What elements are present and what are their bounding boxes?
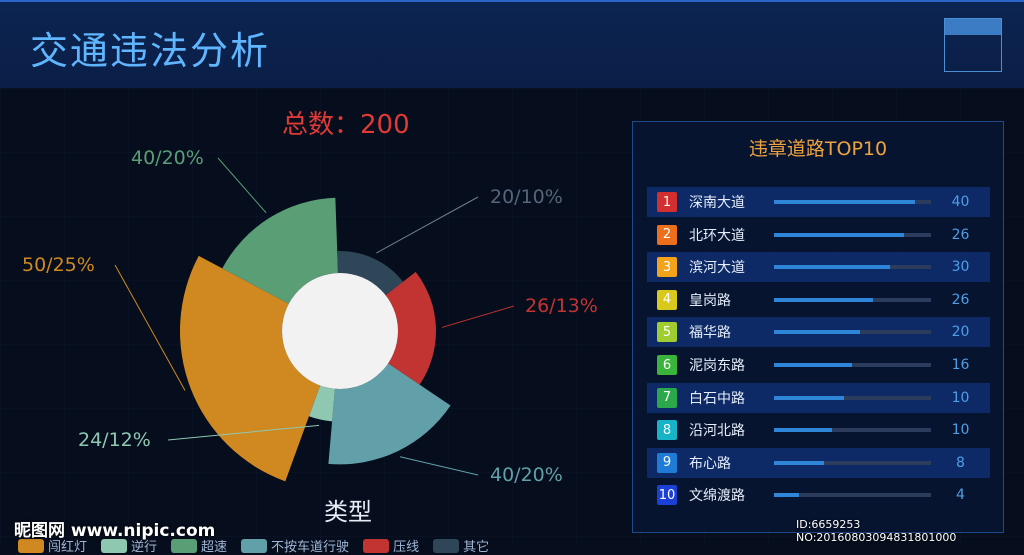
road-name: 沿河北路 [689,423,745,440]
slice-callout-line-1 [114,264,186,391]
rank-bar-fill [773,232,905,237]
rank-row[interactable]: 10 文绵渡路 4 [647,480,990,510]
rank-badge: 4 [657,289,677,310]
rank-value: 26 [951,291,970,308]
rank-badge: 9 [657,452,677,473]
watermark-id: ID:6659253 NO:20160803094831801000 [796,518,957,544]
slice-label-1: 50/25% [22,254,95,276]
rank-bar-fill [773,493,799,498]
rose-slice-3[interactable] [337,251,404,296]
chart-total: 总数：200 [282,110,410,140]
legend-item[interactable]: 压线 [363,536,419,555]
watermark-logo: 昵图网 www.nipic.com [14,521,216,541]
legend-item[interactable]: 不按车道行驶 [241,536,349,555]
rank-bar-fill [773,363,853,367]
road-name: 滨河大道 [689,260,745,277]
legend-item[interactable]: 其它 [433,536,489,555]
rank-row[interactable]: 1 深南大道 40 [647,187,990,217]
page-title: 交通违法分析 [30,29,271,73]
rank-bar-fill [773,395,845,400]
chart-center-hole [282,273,398,389]
road-name: 白石中路 [689,390,745,407]
slice-label-5: 40/20% [490,464,563,486]
rank-value: 10 [951,422,970,439]
rank-bar-track [773,330,931,335]
rank-row[interactable]: 3 滨河大道 30 [647,252,990,283]
chart-type-label: 类型 [324,498,372,526]
rank-badge: 1 [657,192,677,212]
legend-swatch [433,538,460,553]
rank-bar-fill [773,330,861,335]
rose-slice-5[interactable] [328,363,451,465]
slice-callout-line-4 [441,305,515,328]
legend-swatch [363,538,390,553]
legend-label: 其它 [463,540,490,555]
rose-slice-6[interactable] [308,385,335,422]
rank-bar-fill [773,200,916,204]
rank-row[interactable]: 8 沿河北路 10 [647,415,990,445]
rank-badge: 3 [657,257,677,278]
rank-badge: 6 [657,355,677,375]
rank-badge: 10 [657,485,677,506]
rank-badge: 5 [657,322,677,343]
rank-value: 10 [951,389,970,406]
header-widget[interactable] [944,18,1002,72]
top10-panel: 违章道路TOP10 1 深南大道 40 2 北环大道 26 3 滨河大道 30 4 皇岗路 26 5 福华… [632,121,1004,533]
rank-badge: 7 [657,387,677,408]
panel-title: 违章道路TOP10 [748,138,888,160]
rose-pie-chart: 50/25% 40/20% 20/10% 26/13% 40/20% 24/12% [22,147,598,486]
road-name: 深南大道 [689,195,745,211]
rank-value: 8 [956,454,965,471]
rose-slice-1[interactable] [179,255,321,482]
rank-bar-track [773,363,931,367]
rank-bar-track [773,493,931,498]
rank-row[interactable]: 2 北环大道 26 [647,220,990,250]
road-name: 布心路 [689,455,731,472]
rank-row[interactable]: 4 皇岗路 26 [647,285,990,315]
rank-badge: 2 [657,224,677,245]
rose-slice-4[interactable] [385,271,436,385]
rank-badge: 8 [657,420,677,441]
slice-callout-line-6 [167,424,320,441]
rank-bar-track [773,265,931,270]
rank-bar-track [773,232,931,237]
rank-bar-track [773,428,931,433]
rank-row[interactable]: 5 福华路 20 [647,317,990,348]
rank-value: 26 [951,226,970,243]
rank-bar-fill [773,297,873,302]
rose-slice-2[interactable] [222,197,338,304]
slice-label-4: 26/13% [525,295,598,317]
slice-label-6: 24/12% [78,429,151,451]
road-name: 文绵渡路 [689,488,745,505]
rank-value: 4 [956,487,965,504]
legend-label: 不按车道行驶 [271,540,350,555]
slice-callout-line-5 [399,456,479,476]
rank-bar-track [773,460,931,465]
slice-label-2: 40/20% [131,147,204,169]
rank-bar-fill [773,460,824,465]
page-header: 交通违法分析 [0,0,1024,88]
rank-bar-fill [773,265,891,270]
rank-value: 16 [951,357,970,373]
rank-value: 40 [951,194,970,210]
rank-bar-track [773,297,931,302]
rank-bar-track [773,395,931,400]
slice-callout-line-3 [376,196,479,254]
road-name: 福华路 [689,325,731,342]
rank-value: 30 [951,259,970,276]
rank-row[interactable]: 7 白石中路 10 [647,382,990,413]
rank-row[interactable]: 9 布心路 8 [647,447,990,478]
rank-row[interactable]: 6 泥岗东路 16 [647,350,990,380]
rank-bar-fill [773,428,832,433]
road-name: 泥岗东路 [689,358,745,374]
slice-label-3: 20/10% [490,186,563,208]
rank-bar-track [773,200,931,204]
rank-value: 20 [951,324,970,341]
legend-label: 压线 [393,540,420,555]
header-widget-bar [945,19,1001,35]
slice-callout-line-2 [217,157,267,214]
road-name: 北环大道 [689,227,745,244]
legend-swatch [241,538,268,553]
road-name: 皇岗路 [689,292,731,309]
